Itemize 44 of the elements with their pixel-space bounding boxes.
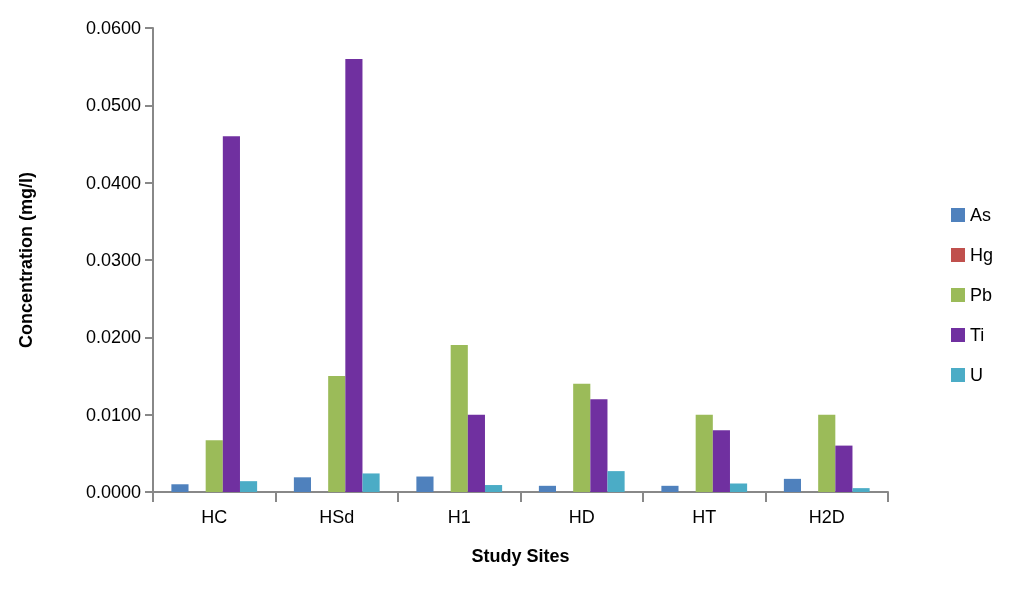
legend-label: As	[969, 205, 992, 225]
bar	[171, 484, 189, 492]
bar	[729, 483, 748, 492]
legend-label: Hg	[969, 245, 994, 265]
bar	[852, 488, 870, 492]
x-tick-label: H2D	[808, 507, 845, 527]
y-tick-label: 0.0500	[85, 95, 141, 116]
bar	[345, 58, 363, 492]
y-tick-label: 0.0400	[85, 172, 141, 193]
bar	[818, 414, 836, 492]
bar	[239, 481, 258, 492]
y-tick-label: 0.0300	[85, 250, 141, 270]
bar	[450, 345, 468, 492]
bar	[695, 414, 713, 492]
bar	[538, 485, 557, 492]
legend-label: U	[969, 365, 983, 385]
y-tick-label: 0.0000	[85, 482, 141, 502]
bar	[416, 476, 434, 492]
x-tick-label: H1	[447, 507, 471, 527]
bar	[484, 485, 503, 492]
bar	[661, 485, 679, 492]
bar	[222, 136, 240, 492]
y-tick-label: 0.0200	[85, 327, 141, 348]
bar	[607, 471, 625, 492]
bar	[783, 478, 802, 492]
bar	[328, 376, 346, 492]
y-tick-label: 0.0600	[85, 18, 141, 38]
bar	[573, 383, 591, 492]
x-axis-title: Study Sites	[471, 546, 570, 566]
x-tick-label: HT	[692, 507, 717, 527]
bar	[362, 473, 380, 492]
bar	[712, 430, 730, 492]
legend-label: Pb	[969, 285, 993, 305]
x-tick-label: HSd	[319, 507, 355, 527]
bar	[467, 414, 485, 492]
bar	[293, 477, 312, 492]
y-tick-label: 0.0100	[85, 404, 141, 425]
bar	[205, 440, 223, 492]
x-tick-label: HD	[568, 507, 595, 527]
legend-label: Ti	[969, 325, 985, 345]
bar	[590, 399, 608, 492]
bar	[835, 445, 853, 492]
y-axis-title: Concentration (mg/l)	[16, 172, 36, 348]
x-tick-label: HC	[201, 507, 228, 527]
